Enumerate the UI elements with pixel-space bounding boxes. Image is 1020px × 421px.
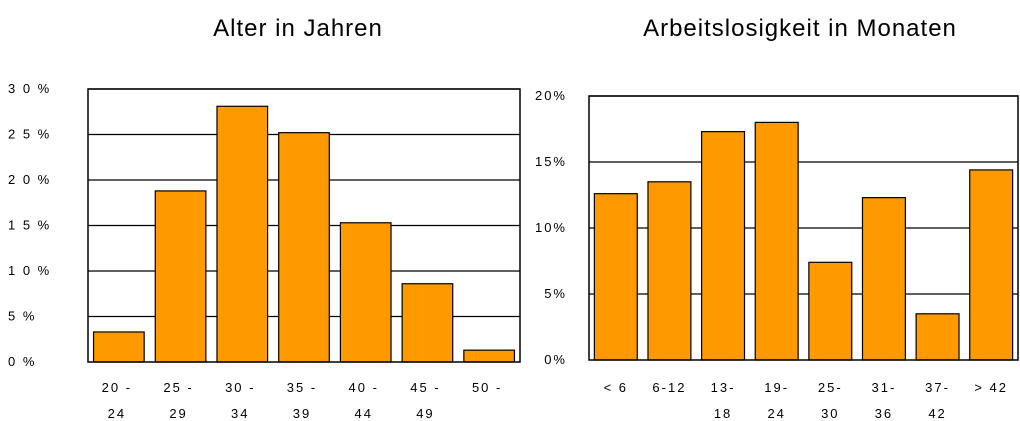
x-tick-label: 6-12	[652, 380, 686, 395]
x-tick-label: 36	[875, 406, 893, 421]
x-tick-label: 34	[231, 406, 249, 421]
bar	[808, 261, 853, 361]
plot-frame	[588, 95, 1019, 361]
y-tick-label: 0 %	[8, 354, 36, 369]
x-tick-label: 24	[767, 406, 785, 421]
y-tick-label: 3 0 %	[8, 81, 51, 96]
x-tick-label: > 42	[974, 380, 1008, 395]
x-tick-label: 44	[354, 406, 372, 421]
x-tick-label: 19-	[764, 380, 789, 395]
x-tick-label: 18	[714, 406, 732, 421]
x-tick-label: 37-	[925, 380, 950, 395]
bar	[339, 222, 392, 363]
x-tick-label: 35 -	[287, 380, 317, 395]
x-tick-label: 45 -	[410, 380, 440, 395]
y-tick-label: 15%	[535, 154, 567, 169]
bar	[593, 193, 638, 361]
bar	[861, 197, 906, 361]
x-tick-label: 40 -	[349, 380, 379, 395]
age-chart: 0 % 5 % 1 0 % 1 5 % 2 0 % 2 5 % 3 0 % 20 - 24 25 …	[8, 81, 521, 421]
y-tick-label: 5%	[544, 286, 567, 301]
x-tick-label: 42	[928, 406, 946, 421]
plot-frame	[87, 88, 521, 363]
y-tick-label: 10%	[535, 220, 567, 235]
chart-title-unemployment: Arbeitslosigkeit in Monaten	[643, 15, 957, 42]
x-tick-label: 31-	[872, 380, 897, 395]
x-tick-label: 25-	[818, 380, 843, 395]
bar	[92, 331, 145, 363]
y-tick-label: 20%	[535, 88, 567, 103]
y-tick-label: 5 %	[8, 309, 36, 324]
x-tick-label: 13-	[711, 380, 736, 395]
bar	[401, 283, 454, 363]
bar	[647, 181, 692, 361]
x-tick-label: < 6	[604, 380, 628, 395]
bar	[278, 132, 330, 363]
x-tick-label: 30 -	[225, 380, 255, 395]
bar	[915, 313, 960, 361]
x-tick-label: 30	[821, 406, 839, 421]
bar	[969, 169, 1014, 361]
bar	[701, 131, 746, 361]
bar	[216, 105, 269, 363]
y-tick-label: 1 0 %	[8, 263, 51, 278]
y-tick-label: 0%	[544, 352, 567, 367]
y-tick-label: 2 0 %	[8, 172, 51, 187]
chart-title-age: Alter in Jahren	[213, 15, 383, 42]
unemployment-chart: 0% 5% 10% 15% 20% < 6 6-12 13- 18 19- 24 25- 30 31- 36…	[535, 88, 1019, 421]
bar	[154, 190, 207, 363]
x-tick-label: 39	[293, 406, 311, 421]
x-tick-label: 29	[169, 406, 187, 421]
x-tick-label: 49	[416, 406, 434, 421]
x-tick-label: 50 -	[472, 380, 502, 395]
bar	[754, 121, 799, 361]
bar	[463, 349, 516, 363]
x-tick-label: 24	[108, 406, 126, 421]
y-tick-label: 2 5 %	[8, 127, 51, 142]
x-tick-label: 20 -	[102, 380, 132, 395]
x-tick-label: 25 -	[163, 380, 193, 395]
y-tick-label: 1 5 %	[8, 218, 51, 233]
